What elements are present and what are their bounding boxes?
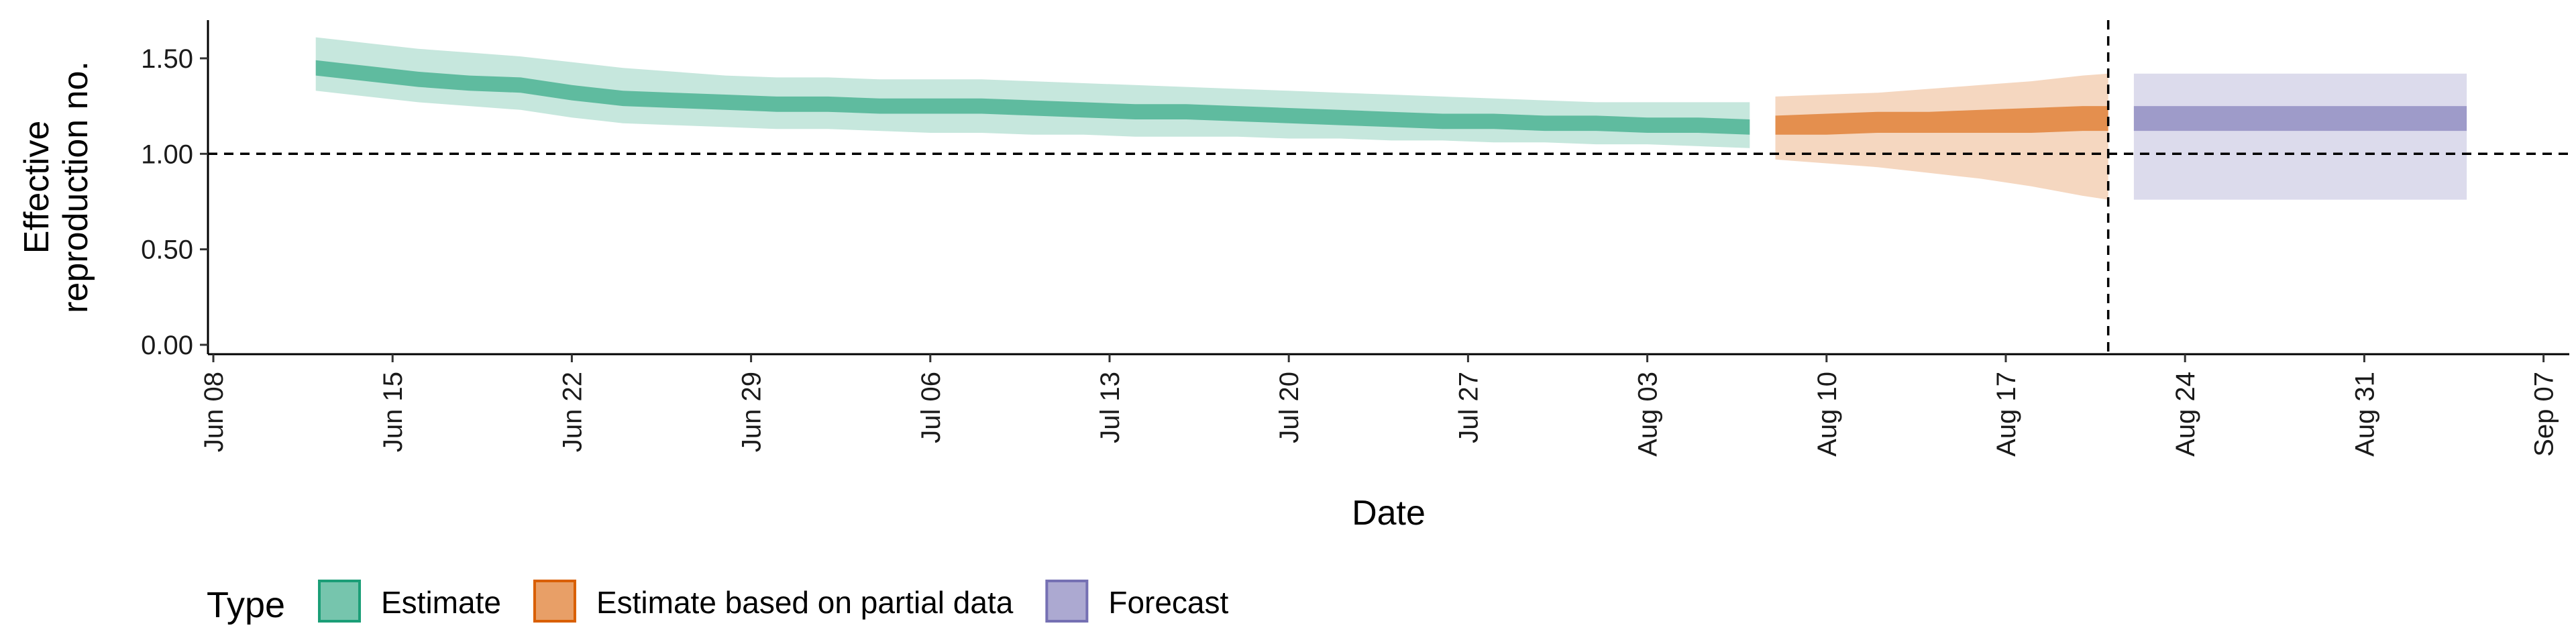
reference-lines — [208, 20, 2569, 354]
legend-label-forecast: Forecast — [1108, 585, 1228, 620]
x-tick-label: Aug 24 — [2171, 372, 2200, 457]
legend-key-estimate-based-on-partial-data — [533, 580, 576, 623]
legend-title: Type — [207, 585, 285, 625]
y-tick-label: 1.00 — [141, 140, 193, 169]
forecast-50-band — [2133, 106, 2467, 131]
x-tick-label: Aug 10 — [1813, 372, 1842, 457]
bands-layer — [315, 37, 2467, 200]
y-tick-label: 0.00 — [141, 331, 193, 360]
y-axis-title-line-1: Effective — [17, 121, 56, 254]
y-axis-ticks: 0.00 0.50 1.00 1.50 — [141, 44, 208, 360]
estimate-based-on-partial-data-90-band — [1775, 73, 2108, 200]
x-tick-label: Sep 07 — [2530, 372, 2559, 457]
legend: Type Estimate Estimate based on partial d… — [207, 580, 1229, 625]
y-axis-title: Effective reproduction no. — [17, 61, 95, 313]
x-tick-label: Jun 15 — [378, 372, 408, 452]
x-tick-label: Aug 17 — [1992, 372, 2021, 457]
x-axis-ticks: Jun 08 Jun 15 Jun 22 Jun 29 Jul 06 Jul 13 Jul … — [199, 354, 2559, 457]
axes — [207, 20, 2569, 356]
legend-key-estimate — [318, 580, 361, 623]
x-tick-label: Jul 27 — [1454, 372, 1483, 443]
x-tick-label: Jul 20 — [1275, 372, 1304, 443]
y-tick-label: 1.50 — [141, 44, 193, 74]
x-axis-title: Date — [1352, 494, 1426, 533]
legend-label-estimate-based-on-partial-data: Estimate based on partial data — [596, 585, 1014, 620]
x-tick-label: Jun 29 — [737, 372, 767, 452]
legend-key-forecast — [1045, 580, 1089, 623]
x-tick-label: Jul 06 — [916, 372, 946, 443]
estimate-based-on-partial-data-50-band — [1775, 106, 2108, 135]
x-tick-label: Jun 22 — [557, 372, 587, 452]
estimate-50-band — [315, 60, 1750, 135]
x-tick-label: Aug 03 — [1633, 372, 1663, 457]
forecast-90-band — [2133, 73, 2467, 200]
legend-label-estimate: Estimate — [381, 585, 501, 620]
x-tick-label: Aug 31 — [2350, 372, 2379, 457]
y-axis-title-line-2: reproduction no. — [56, 61, 95, 313]
x-tick-label: Jun 08 — [199, 372, 229, 452]
x-tick-label: Jul 13 — [1095, 372, 1125, 443]
y-tick-label: 0.50 — [141, 235, 193, 265]
